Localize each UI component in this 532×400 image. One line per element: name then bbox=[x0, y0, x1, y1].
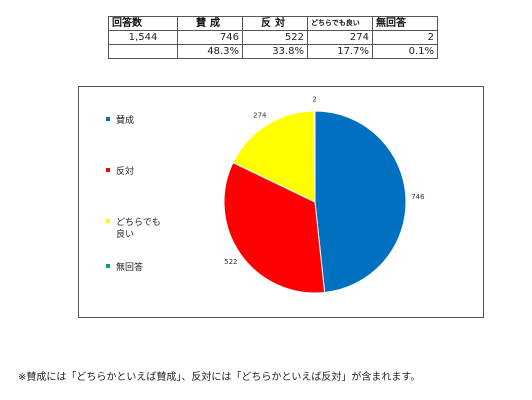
count-agree: 746 bbox=[177, 30, 243, 45]
count-no-answer: 2 bbox=[372, 30, 438, 45]
count-disagree: 522 bbox=[242, 30, 308, 45]
footnote: ※賛成には「どちらかといえば賛成」、反対には「どちらかといえば反対」が含まれます… bbox=[18, 372, 421, 383]
percent-no-answer: 0.1% bbox=[372, 44, 438, 59]
legend-swatch-1 bbox=[106, 168, 110, 172]
legend-label-3: 無回答 bbox=[116, 261, 143, 273]
pie-data-label-2: 274 bbox=[253, 112, 267, 120]
pie-slice-2 bbox=[232, 110, 316, 203]
legend-label-1: 反対 bbox=[116, 165, 134, 177]
percent-either: 17.7% bbox=[307, 44, 373, 59]
legend-swatch-3 bbox=[106, 264, 110, 268]
header-no-answer: 無回答 bbox=[372, 16, 438, 31]
pie-data-label-1: 522 bbox=[224, 258, 237, 266]
header-disagree: 反対 bbox=[242, 16, 308, 31]
header-either: どちらでも良い bbox=[307, 16, 373, 31]
percent-disagree: 33.8% bbox=[242, 44, 308, 59]
pie-data-label-3: 2 bbox=[312, 96, 316, 104]
count-either: 274 bbox=[307, 30, 373, 45]
table-count-row: 1,544 746 522 274 2 bbox=[108, 30, 438, 45]
percent-total bbox=[108, 44, 178, 59]
pie-slices bbox=[223, 110, 407, 294]
table-percent-row: 48.3% 33.8% 17.7% 0.1% bbox=[108, 44, 438, 59]
legend-swatch-2 bbox=[106, 219, 110, 223]
percent-agree: 48.3% bbox=[177, 44, 243, 59]
legend-swatch-0 bbox=[106, 117, 110, 121]
legend-label-0: 賛成 bbox=[116, 114, 134, 126]
pie-data-label-0: 746 bbox=[411, 193, 425, 201]
pie-slice-0 bbox=[314, 110, 407, 294]
legend-label-2-line-0: どちらでも bbox=[116, 217, 161, 228]
pie-data-labels: 746 522 274 2 bbox=[224, 96, 425, 266]
count-total: 1,544 bbox=[108, 30, 178, 45]
pie-chart-frame: 賛成反対どちらでも 良い無回答 746 522 274 2 bbox=[78, 86, 484, 318]
pie-slice-1 bbox=[223, 161, 326, 294]
summary-table: 回答数 賛成 反対 どちらでも良い 無回答 1,544 746 522 274 … bbox=[108, 16, 438, 59]
header-total: 回答数 bbox=[108, 16, 178, 31]
pie-slice-3 bbox=[313, 110, 316, 203]
header-agree: 賛成 bbox=[177, 16, 243, 31]
legend-label-2-line-1: 良い bbox=[116, 228, 134, 240]
table-header-row: 回答数 賛成 反対 どちらでも良い 無回答 bbox=[108, 16, 438, 31]
